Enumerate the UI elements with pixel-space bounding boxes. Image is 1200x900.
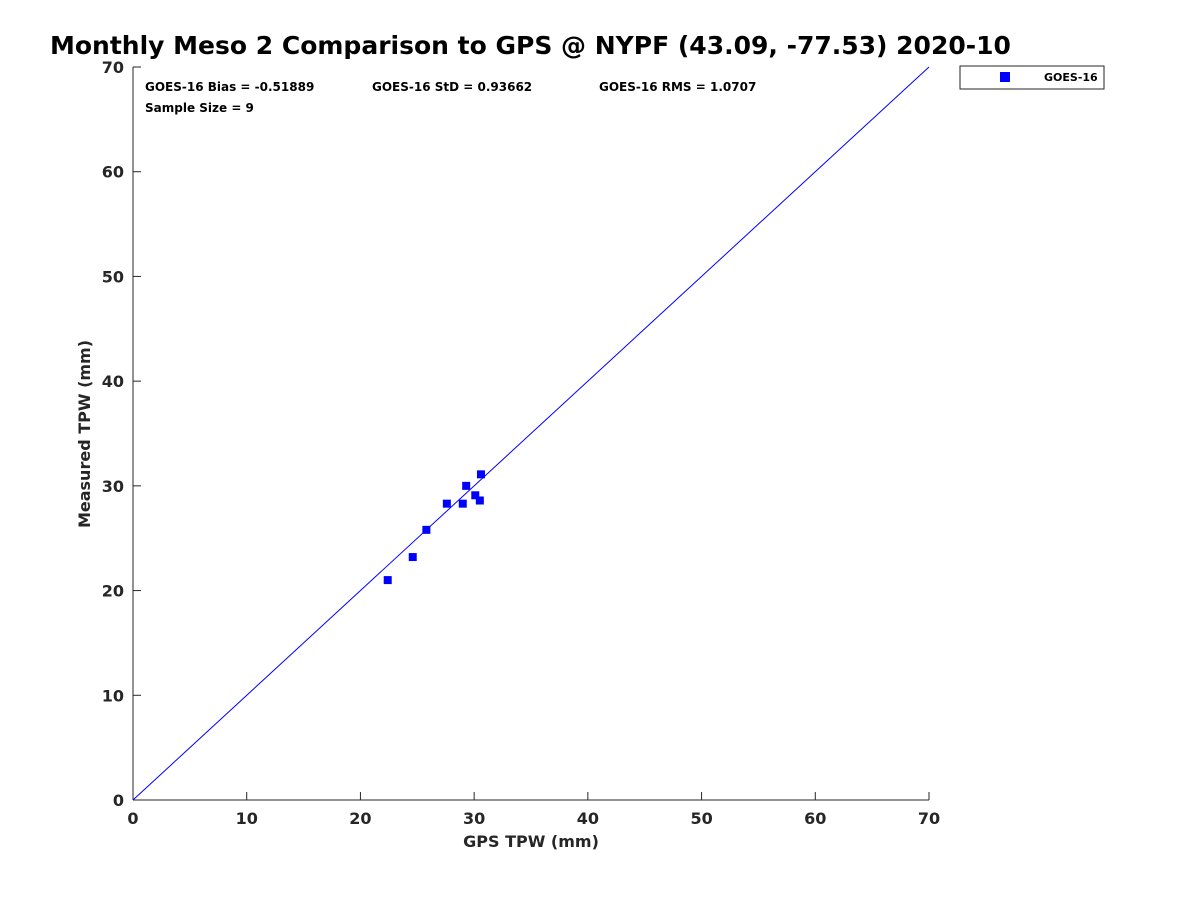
legend-label-goes16: GOES-16	[1044, 71, 1098, 84]
y-tick-label: 40	[102, 372, 124, 391]
x-tick-label: 70	[918, 809, 940, 828]
x-tick-label: 30	[463, 809, 485, 828]
y-tick-label: 60	[102, 163, 124, 182]
x-tick-label: 20	[349, 809, 371, 828]
data-point	[422, 525, 431, 534]
x-tick-label: 10	[236, 809, 258, 828]
legend-marker-square	[1000, 72, 1010, 82]
x-axis-label: GPS TPW (mm)	[463, 832, 599, 851]
legend-box	[959, 65, 1105, 90]
goes16-data-points	[383, 470, 485, 585]
data-point	[471, 491, 480, 500]
data-point	[383, 576, 392, 585]
one-to-one-reference-line	[132, 66, 930, 801]
y-tick-label: 20	[102, 582, 124, 601]
sample-size-annotation: Sample Size = 9	[145, 101, 254, 115]
rms-annotation: GOES-16 RMS = 1.0707	[599, 80, 756, 94]
y-axis-ticks: 0 10 20 30 40 50 60 70	[102, 58, 141, 810]
data-point	[476, 470, 485, 479]
chart-title: Monthly Meso 2 Comparison to GPS @ NYPF …	[50, 31, 1011, 60]
plot-area: 0 10 20 30 40 50 60 70 0 10 20 30 40 50 60 70	[102, 58, 940, 828]
x-tick-label: 40	[577, 809, 599, 828]
data-point	[462, 481, 471, 490]
y-axis-label: Measured TPW (mm)	[75, 340, 94, 528]
y-tick-label: 70	[102, 58, 124, 77]
y-tick-label: 10	[102, 686, 124, 705]
std-annotation: GOES-16 StD = 0.93662	[372, 80, 532, 94]
y-tick-label: 0	[113, 791, 124, 810]
x-tick-label: 60	[804, 809, 826, 828]
bias-annotation: GOES-16 Bias = -0.51889	[145, 80, 314, 94]
y-tick-label: 50	[102, 267, 124, 286]
y-tick-label: 30	[102, 477, 124, 496]
x-axis-ticks: 0 10 20 30 40 50 60 70	[127, 792, 940, 828]
x-tick-label: 50	[690, 809, 712, 828]
legend: GOES-16	[959, 65, 1105, 90]
data-point	[475, 496, 484, 505]
data-point	[408, 553, 417, 562]
x-tick-label: 0	[127, 809, 138, 828]
data-point	[442, 499, 451, 508]
data-point	[458, 499, 467, 508]
